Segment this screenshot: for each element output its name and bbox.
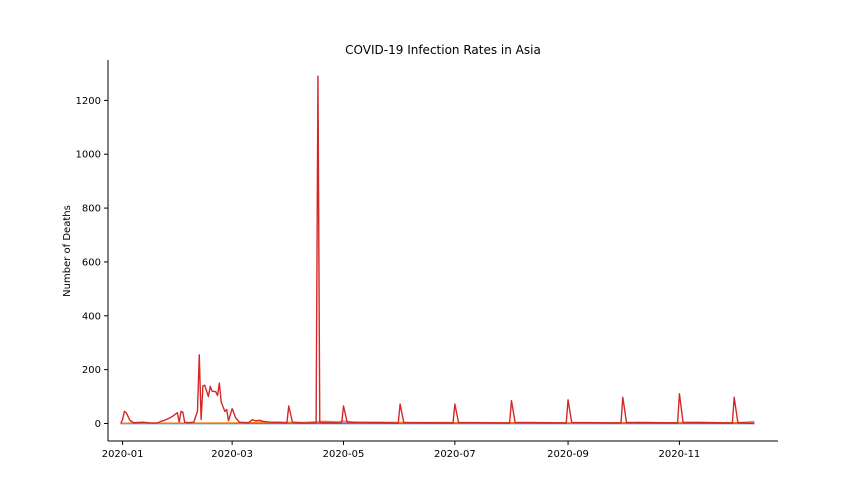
x-tick-label: 2020-11 (659, 449, 701, 460)
x-tick-label: 2020-07 (434, 449, 476, 460)
y-tick-label: 400 (82, 311, 101, 322)
plot-area: 2020-01 2020-03 2020-05 2020-07 2020-09 2020-… (76, 60, 778, 460)
y-tick-label: 800 (82, 204, 101, 215)
series-line-3 (120, 75, 755, 425)
series-layer (120, 75, 755, 425)
y-tick-label: 200 (82, 365, 101, 376)
chart-title: COVID-19 Infection Rates in Asia (345, 43, 541, 57)
axes-layer (107, 60, 778, 442)
y-tick-label: 1200 (76, 96, 101, 107)
x-tick-label: 2020-01 (102, 449, 144, 460)
y-tick-label: 600 (82, 257, 101, 268)
x-ticks: 2020-01 2020-03 2020-05 2020-07 2020-09 2020-… (102, 441, 701, 460)
x-tick-label: 2020-05 (323, 449, 365, 460)
y-tick-label: 1000 (76, 150, 101, 161)
x-tick-label: 2020-03 (211, 449, 253, 460)
y-axis-label: Number of Deaths (62, 205, 73, 297)
y-tick-label: 0 (95, 419, 101, 430)
y-ticks: 0 200 400 600 800 1000 1200 (76, 96, 108, 430)
x-tick-label: 2020-09 (547, 449, 589, 460)
